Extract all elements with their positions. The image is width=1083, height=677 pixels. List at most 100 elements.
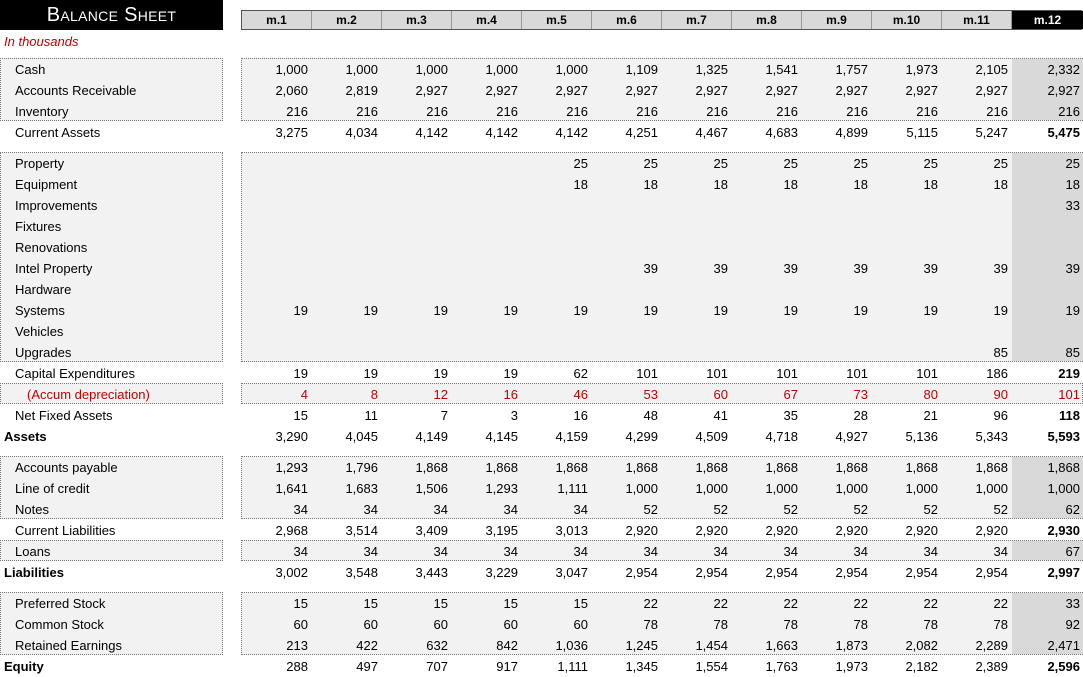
cell[interactable]: 1,796 bbox=[345, 460, 378, 475]
cell[interactable]: 1,506 bbox=[415, 481, 448, 496]
cell[interactable]: 19 bbox=[573, 303, 588, 318]
cell[interactable]: 60 bbox=[713, 387, 728, 402]
cell[interactable]: 1,641 bbox=[275, 481, 308, 496]
cell[interactable] bbox=[941, 279, 1011, 300]
cell[interactable] bbox=[451, 174, 521, 195]
cell[interactable]: 22 bbox=[783, 596, 798, 611]
cell[interactable]: 4,145 bbox=[485, 429, 518, 444]
cell[interactable]: 62 bbox=[573, 366, 588, 381]
cell[interactable]: 3,514 bbox=[345, 523, 378, 538]
cell[interactable]: 78 bbox=[643, 617, 658, 632]
cell[interactable] bbox=[941, 216, 1011, 237]
cell[interactable] bbox=[311, 195, 381, 216]
cell[interactable]: 2,920 bbox=[625, 523, 658, 538]
cell[interactable]: 19 bbox=[853, 303, 868, 318]
cell[interactable] bbox=[241, 321, 311, 342]
cell[interactable] bbox=[381, 237, 451, 258]
cell[interactable]: 18 bbox=[923, 177, 938, 192]
cell[interactable]: 7 bbox=[440, 408, 448, 423]
cell[interactable]: 917 bbox=[496, 659, 518, 674]
cell[interactable]: 2,954 bbox=[765, 565, 798, 580]
cell[interactable]: 4,142 bbox=[555, 125, 588, 140]
cell[interactable]: 34 bbox=[433, 502, 448, 517]
cell[interactable]: 52 bbox=[853, 502, 868, 517]
cell[interactable]: 1,868 bbox=[625, 460, 658, 475]
cell[interactable] bbox=[661, 195, 731, 216]
cell[interactable]: 2,332 bbox=[1047, 62, 1080, 77]
cell[interactable]: 34 bbox=[853, 544, 868, 559]
cell[interactable] bbox=[731, 342, 801, 363]
cell[interactable] bbox=[451, 195, 521, 216]
cell[interactable]: 1,868 bbox=[835, 460, 868, 475]
cell[interactable]: 34 bbox=[573, 544, 588, 559]
cell[interactable] bbox=[591, 279, 661, 300]
cell[interactable]: 2,968 bbox=[275, 523, 308, 538]
cell[interactable]: 3,195 bbox=[485, 523, 518, 538]
cell[interactable]: 1,541 bbox=[765, 62, 798, 77]
cell[interactable]: 3 bbox=[510, 408, 518, 423]
cell[interactable] bbox=[521, 237, 591, 258]
cell[interactable]: 1,245 bbox=[625, 638, 658, 653]
cell[interactable]: 5,136 bbox=[905, 429, 938, 444]
cell[interactable]: 90 bbox=[993, 387, 1008, 402]
cell[interactable] bbox=[311, 279, 381, 300]
cell[interactable]: 4,509 bbox=[695, 429, 728, 444]
cell[interactable]: 39 bbox=[923, 261, 938, 276]
cell[interactable] bbox=[941, 321, 1011, 342]
cell[interactable] bbox=[381, 258, 451, 279]
cell[interactable] bbox=[241, 195, 311, 216]
cell[interactable]: 39 bbox=[993, 261, 1008, 276]
cell[interactable]: 2,954 bbox=[625, 565, 658, 580]
cell[interactable]: 34 bbox=[783, 544, 798, 559]
cell[interactable]: 1,554 bbox=[695, 659, 728, 674]
cell[interactable]: 4,467 bbox=[695, 125, 728, 140]
cell[interactable] bbox=[801, 237, 871, 258]
cell[interactable]: 1,000 bbox=[275, 62, 308, 77]
cell[interactable]: 2,927 bbox=[485, 83, 518, 98]
cell[interactable]: 2,920 bbox=[695, 523, 728, 538]
cell[interactable]: 2,927 bbox=[555, 83, 588, 98]
cell[interactable] bbox=[1011, 321, 1083, 342]
cell[interactable]: 18 bbox=[713, 177, 728, 192]
cell[interactable]: 1,000 bbox=[835, 481, 868, 496]
cell[interactable]: 19 bbox=[363, 366, 378, 381]
cell[interactable]: 2,920 bbox=[765, 523, 798, 538]
cell[interactable] bbox=[731, 279, 801, 300]
cell[interactable]: 1,111 bbox=[557, 481, 588, 496]
cell[interactable] bbox=[451, 321, 521, 342]
cell[interactable] bbox=[241, 258, 311, 279]
cell[interactable]: 15 bbox=[573, 596, 588, 611]
cell[interactable]: 3,409 bbox=[415, 523, 448, 538]
cell[interactable]: 34 bbox=[293, 502, 308, 517]
cell[interactable]: 22 bbox=[853, 596, 868, 611]
cell[interactable] bbox=[521, 342, 591, 363]
cell[interactable]: 12 bbox=[433, 387, 448, 402]
cell[interactable]: 15 bbox=[293, 408, 308, 423]
cell[interactable]: 67 bbox=[1065, 544, 1080, 559]
cell[interactable]: 19 bbox=[363, 303, 378, 318]
cell[interactable]: 34 bbox=[643, 544, 658, 559]
cell[interactable]: 22 bbox=[713, 596, 728, 611]
cell[interactable] bbox=[311, 342, 381, 363]
cell[interactable]: 19 bbox=[1065, 303, 1080, 318]
cell[interactable]: 1,000 bbox=[485, 62, 518, 77]
cell[interactable]: 4,034 bbox=[345, 125, 378, 140]
cell[interactable]: 2,060 bbox=[275, 83, 308, 98]
cell[interactable]: 22 bbox=[993, 596, 1008, 611]
cell[interactable] bbox=[801, 195, 871, 216]
cell[interactable]: 35 bbox=[783, 408, 798, 423]
cell[interactable]: 33 bbox=[1065, 198, 1080, 213]
cell[interactable]: 78 bbox=[993, 617, 1008, 632]
cell[interactable] bbox=[451, 216, 521, 237]
cell[interactable] bbox=[1011, 216, 1083, 237]
cell[interactable]: 25 bbox=[923, 156, 938, 171]
cell[interactable]: 80 bbox=[923, 387, 938, 402]
cell[interactable]: 2,954 bbox=[975, 565, 1008, 580]
cell[interactable]: 41 bbox=[713, 408, 728, 423]
cell[interactable] bbox=[661, 237, 731, 258]
cell[interactable]: 2,471 bbox=[1047, 638, 1080, 653]
cell[interactable]: 39 bbox=[643, 261, 658, 276]
cell[interactable]: 4,045 bbox=[345, 429, 378, 444]
cell[interactable]: 707 bbox=[426, 659, 448, 674]
cell[interactable]: 497 bbox=[356, 659, 378, 674]
